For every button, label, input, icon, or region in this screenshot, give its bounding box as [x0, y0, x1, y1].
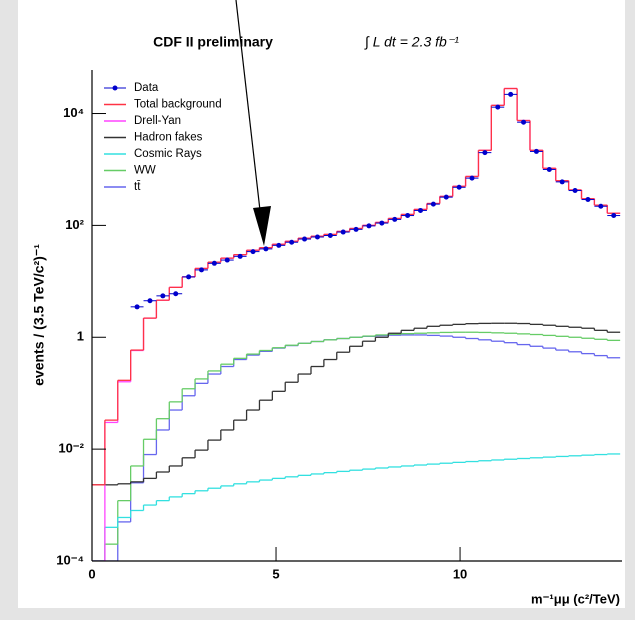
y-axis-label: events / (3.5 TeV/c²)⁻¹ — [31, 244, 47, 386]
data-point — [302, 236, 308, 242]
data-point — [417, 207, 423, 213]
legend-marker — [112, 85, 118, 91]
y-tick-label: 10⁴ — [63, 105, 84, 120]
data-point — [198, 267, 204, 273]
legend-label: Data — [134, 82, 159, 94]
data-point — [173, 291, 179, 297]
data-point — [533, 148, 539, 154]
data-point — [366, 223, 372, 229]
data-point — [224, 257, 230, 263]
data-point — [456, 184, 462, 190]
data-point — [276, 242, 282, 248]
luminosity-annotation: ∫ L dt = 2.3 fb⁻¹ — [364, 34, 459, 51]
data-point — [482, 150, 488, 156]
data-point — [353, 226, 359, 232]
data-point — [546, 166, 552, 172]
legend-label: Drell-Yan — [134, 115, 181, 127]
data-point — [392, 216, 398, 222]
y-tick-label: 1 — [77, 329, 84, 344]
data-point — [598, 203, 604, 209]
series-step — [92, 453, 621, 561]
data-point — [314, 234, 320, 240]
x-axis-label: m⁻¹μμ (c²/TeV) — [531, 591, 620, 606]
legend-label: Total background — [134, 99, 222, 111]
data-point — [521, 119, 527, 125]
data-point — [508, 91, 514, 97]
series-points — [130, 91, 621, 310]
data-point — [134, 304, 140, 310]
y-tick-label: 10⁻² — [58, 441, 84, 456]
series-step — [92, 331, 621, 561]
data-point — [443, 194, 449, 200]
data-point — [469, 175, 475, 181]
y-tick-label: 10² — [65, 217, 84, 232]
data-point — [611, 213, 617, 219]
data-point — [585, 197, 591, 203]
data-point — [186, 274, 192, 280]
series-step — [92, 322, 621, 486]
data-point — [559, 179, 565, 185]
data-point — [379, 220, 385, 226]
legend-label: WW — [134, 165, 156, 177]
legend-label: Cosmic Rays — [134, 148, 202, 160]
data-point — [495, 104, 501, 110]
canvas — [18, 0, 625, 608]
data-point — [263, 246, 269, 252]
legend-label: tt̄ — [134, 181, 141, 193]
axes: 10⁻⁴ 10⁻² 1 10² 10⁴ 0 5 10 Data Total background D… — [56, 70, 622, 581]
chart-title: CDF II preliminary — [153, 34, 273, 50]
x-tick-label: 0 — [88, 566, 95, 581]
data-point — [160, 293, 166, 299]
x-tick-label: 5 — [272, 566, 279, 581]
data-point — [147, 298, 153, 304]
data-point — [327, 232, 333, 238]
arrow-line — [235, 0, 263, 229]
data-point — [237, 253, 243, 259]
data-point — [430, 201, 436, 207]
data-point — [250, 249, 256, 255]
y-tick-label: 10⁻⁴ — [56, 552, 84, 567]
data-point — [405, 213, 411, 219]
legend-label: Hadron fakes — [134, 132, 203, 144]
x-tick-label: 10 — [453, 566, 467, 581]
data-point — [211, 260, 217, 266]
data-point — [572, 188, 578, 194]
arrow-head — [253, 206, 271, 246]
data-point — [340, 229, 346, 235]
plot-area — [92, 87, 621, 561]
data-point — [289, 239, 295, 245]
